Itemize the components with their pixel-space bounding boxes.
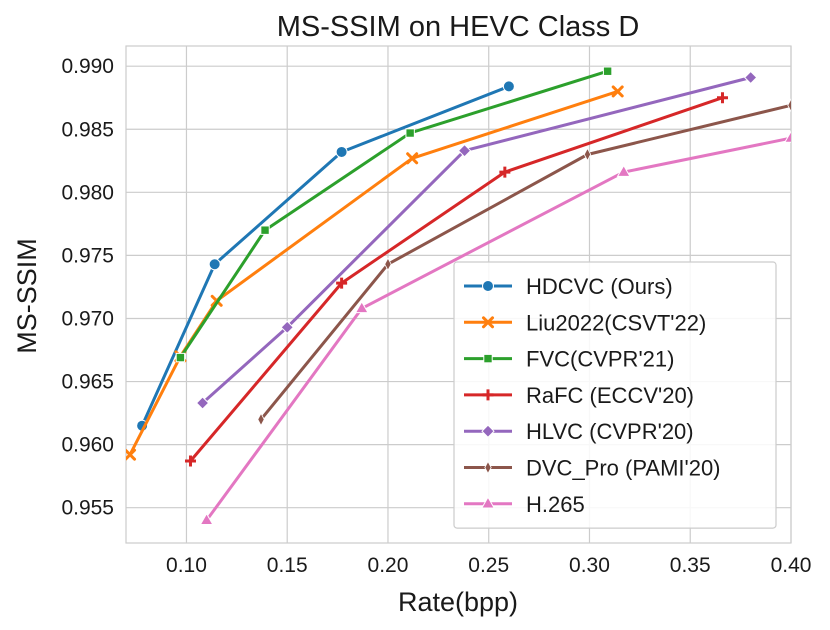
data-point-fvc-cvpr-21	[602, 66, 613, 76]
series-h-265	[199, 130, 791, 526]
data-point-liu2022-csvt-22	[611, 85, 624, 98]
data-point-hlvc-cvpr-20	[457, 143, 472, 158]
legend-label: FVC(CVPR'21)	[526, 347, 674, 372]
series-hlvc-cvpr-20	[195, 70, 758, 410]
y-tick-label: 0.990	[61, 55, 114, 78]
data-point-rafc-eccv-20	[184, 455, 196, 467]
series-line-dvc-pro-pami-20	[259, 103, 791, 421]
legend-item-hlvc-cvpr-20: HLVC (CVPR'20)	[464, 419, 694, 444]
x-tick-label: 0.20	[368, 554, 409, 577]
data-point-hdcvc-ours	[502, 80, 515, 93]
legend-item-fvc-cvpr-21: FVC(CVPR'21)	[464, 347, 674, 372]
series-dvc-pro-pami-20	[257, 98, 791, 427]
series-fvc-cvpr-21	[175, 66, 613, 363]
series-line-hlvc-cvpr-20	[201, 76, 753, 405]
data-point-h-265	[783, 130, 791, 143]
y-tick-label: 0.985	[61, 118, 114, 141]
x-tick-label: 0.10	[166, 554, 207, 577]
y-axis-title: MS-SSIM	[12, 238, 42, 354]
legend-marker	[483, 353, 493, 364]
data-point-dvc-pro-pami-20	[787, 98, 791, 113]
plot-frame	[125, 45, 792, 544]
y-tick-label: 0.970	[61, 307, 114, 330]
legend-item-rafc-eccv-20: RaFC (ECCV'20)	[464, 383, 694, 408]
y-tick-label: 0.965	[61, 371, 114, 394]
y-tick-label: 0.955	[61, 497, 114, 520]
data-point-hdcvc-ours	[208, 258, 221, 271]
data-point-hlvc-cvpr-20	[743, 70, 758, 85]
tick-labels: 0.10 0.15 0.20 0.25 0.30 0.35 0.40 0.955 0.960 0.…	[61, 55, 811, 577]
data-point-dvc-pro-pami-20	[384, 257, 392, 272]
series-rafc-eccv-20	[184, 92, 728, 467]
legend-marker	[482, 316, 494, 329]
legend-item-liu2022-csvt-22: Liu2022(CSVT'22)	[464, 310, 706, 335]
data-point-fvc-cvpr-21	[175, 352, 186, 363]
legend-item-h-265: H.265	[464, 492, 585, 517]
y-tick-label: 0.975	[61, 244, 114, 267]
x-axis-title: Rate(bpp)	[398, 587, 518, 617]
data-point-liu2022-csvt-22	[126, 448, 137, 461]
data-point-h-265	[616, 164, 631, 177]
series-line-fvc-cvpr-21	[178, 69, 610, 360]
x-tick-label: 0.40	[771, 554, 812, 577]
x-tick-label: 0.15	[267, 554, 308, 577]
legend: HDCVC (Ours) Liu2022(CSVT'22) FVC(CVPR'21)…	[453, 261, 777, 529]
series-line-rafc-eccv-20	[189, 96, 724, 463]
x-tick-label: 0.25	[468, 554, 509, 577]
data-point-dvc-pro-pami-20	[257, 412, 265, 427]
legend-label: DVC_Pro (PAMI'20)	[526, 456, 721, 481]
data-point-rafc-eccv-20	[499, 166, 511, 178]
legend-marker	[481, 424, 495, 438]
chart-title: MS-SSIM on HEVC Class D	[277, 11, 640, 43]
legend-label: HLVC (CVPR'20)	[526, 419, 694, 444]
data-point-dvc-pro-pami-20	[583, 147, 592, 162]
legend-marker	[482, 280, 494, 292]
x-tick-label: 0.30	[569, 554, 610, 577]
data-point-fvc-cvpr-21	[260, 225, 270, 235]
series-line-h-265	[205, 136, 791, 522]
data-point-fvc-cvpr-21	[405, 128, 415, 138]
series-line-hdcvc-ours	[140, 84, 511, 428]
legend-item-hdcvc-ours: HDCVC (Ours)	[464, 274, 673, 299]
legend-label: H.265	[526, 492, 585, 517]
y-tick-label: 0.980	[61, 181, 114, 204]
legend-marker	[484, 460, 492, 475]
legend-marker	[482, 389, 494, 401]
series-group	[126, 66, 791, 526]
data-point-hdcvc-ours	[335, 145, 348, 158]
legend-marker	[480, 496, 496, 509]
legend-box	[453, 261, 777, 529]
data-point-hlvc-cvpr-20	[195, 396, 210, 410]
legend-label: Liu2022(CSVT'22)	[526, 310, 706, 335]
data-point-h-265	[354, 300, 369, 314]
data-point-rafc-eccv-20	[336, 277, 348, 289]
data-point-liu2022-csvt-22	[406, 152, 419, 165]
data-point-h-265	[199, 512, 214, 526]
legend-label: RaFC (ECCV'20)	[526, 383, 694, 408]
y-tick-label: 0.960	[61, 434, 114, 457]
legend-label: HDCVC (Ours)	[526, 274, 673, 299]
x-tick-label: 0.35	[670, 554, 711, 577]
data-point-rafc-eccv-20	[716, 92, 728, 104]
legend-item-dvc-pro-pami-20: DVC_Pro (PAMI'20)	[464, 456, 721, 481]
data-point-hlvc-cvpr-20	[280, 320, 294, 335]
